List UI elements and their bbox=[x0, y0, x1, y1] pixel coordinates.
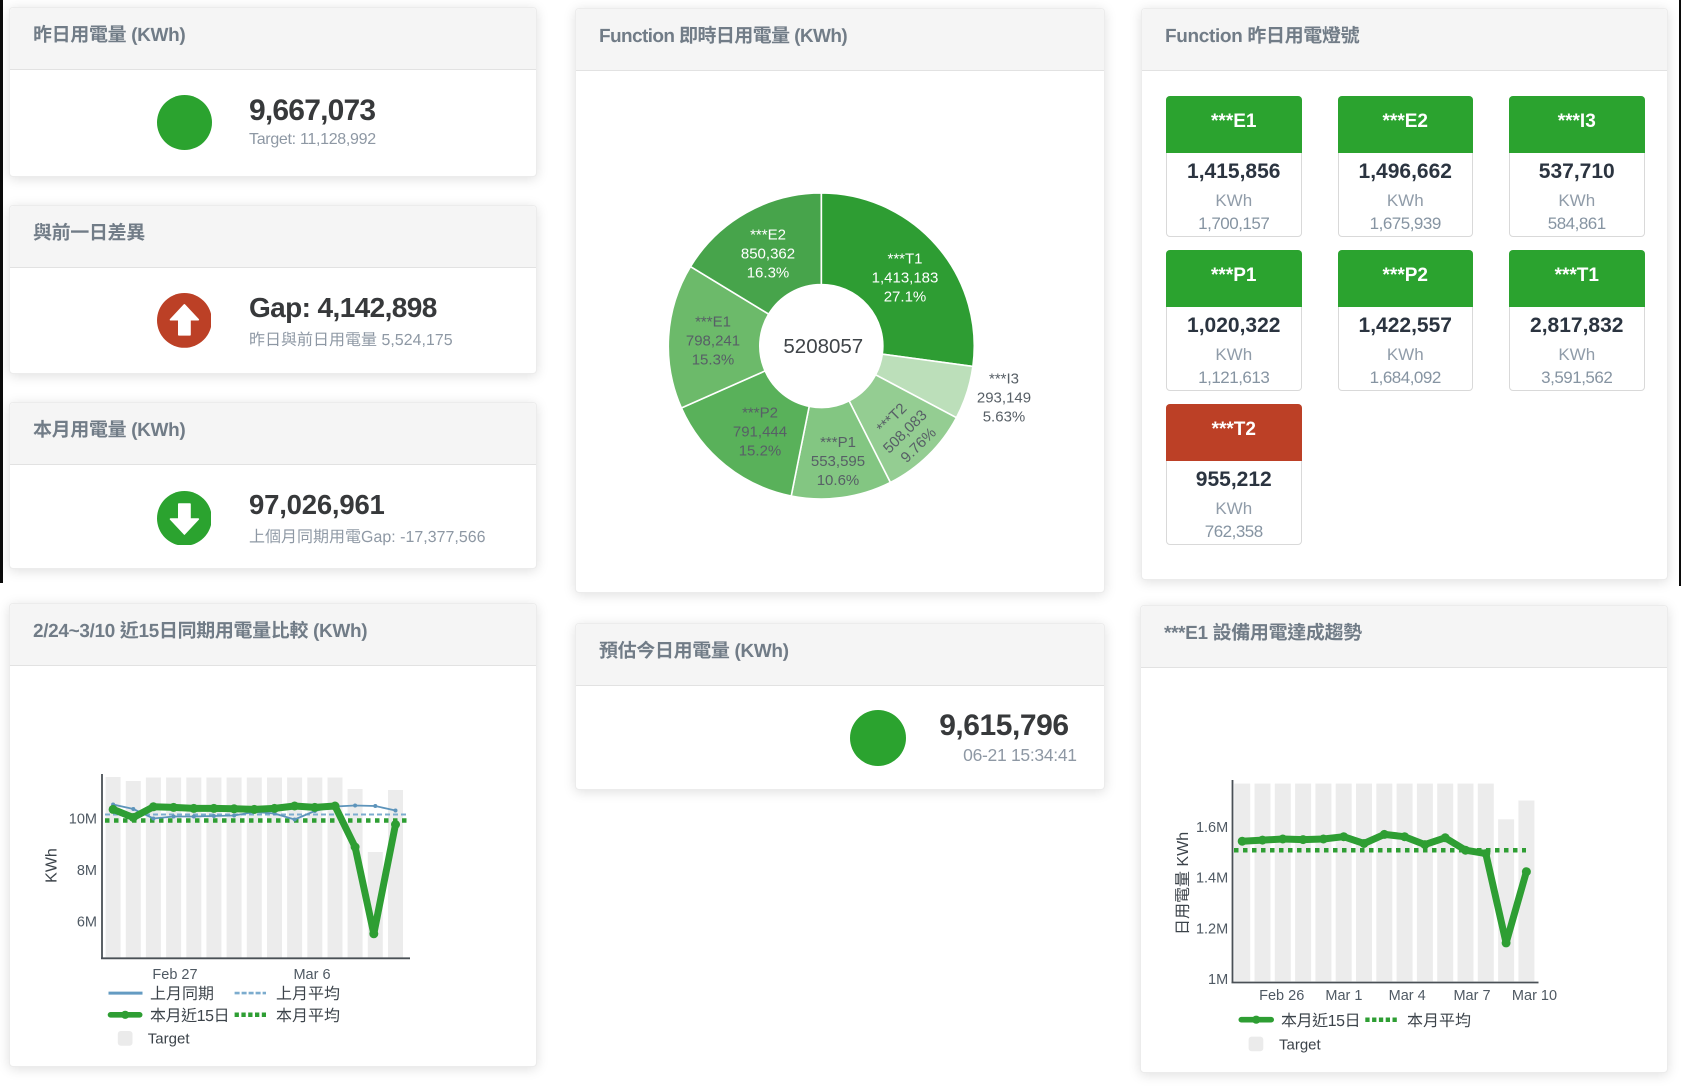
svg-text:Target: Target bbox=[148, 1030, 191, 1047]
svg-text:***P2: ***P2 bbox=[742, 405, 778, 422]
svg-text:Mar 4: Mar 4 bbox=[1389, 988, 1426, 1004]
svg-text:***E2: ***E2 bbox=[750, 227, 786, 244]
svg-text:798,241: 798,241 bbox=[686, 333, 740, 350]
svg-text:791,444: 791,444 bbox=[733, 424, 787, 441]
svg-text:Mar 10: Mar 10 bbox=[1512, 988, 1557, 1004]
svg-text:Target: Target bbox=[1279, 1036, 1322, 1053]
svg-text:Mar 1: Mar 1 bbox=[1325, 988, 1362, 1004]
svg-text:5.63%: 5.63% bbox=[983, 409, 1026, 426]
svg-text:KWh: KWh bbox=[43, 848, 60, 883]
svg-text:***E1: ***E1 bbox=[695, 314, 731, 331]
svg-text:850,362: 850,362 bbox=[741, 246, 795, 263]
svg-text:6M: 6M bbox=[77, 915, 97, 931]
svg-text:***T1: ***T1 bbox=[887, 251, 922, 268]
svg-text:10M: 10M bbox=[69, 811, 97, 827]
svg-text:***P1: ***P1 bbox=[820, 434, 856, 451]
svg-text:Feb 26: Feb 26 bbox=[1259, 988, 1304, 1004]
svg-text:1.4M: 1.4M bbox=[1196, 871, 1228, 887]
svg-text:1,413,183: 1,413,183 bbox=[872, 270, 939, 287]
svg-text:8M: 8M bbox=[77, 863, 97, 879]
svg-text:10.6%: 10.6% bbox=[817, 472, 860, 489]
svg-text:553,595: 553,595 bbox=[811, 453, 865, 470]
svg-text:***I3: ***I3 bbox=[989, 371, 1019, 388]
svg-text:293,149: 293,149 bbox=[977, 390, 1031, 407]
svg-text:15.2%: 15.2% bbox=[739, 443, 782, 460]
svg-text:16.3%: 16.3% bbox=[747, 265, 790, 282]
svg-text:Feb 27: Feb 27 bbox=[152, 967, 197, 983]
svg-text:5208057: 5208057 bbox=[783, 335, 863, 358]
svg-text:27.1%: 27.1% bbox=[884, 289, 927, 306]
svg-text:15.3%: 15.3% bbox=[692, 352, 735, 369]
svg-text:Mar 7: Mar 7 bbox=[1453, 988, 1490, 1004]
svg-text:1.2M: 1.2M bbox=[1196, 922, 1228, 938]
svg-text:Mar 6: Mar 6 bbox=[293, 967, 330, 983]
svg-text:1.6M: 1.6M bbox=[1196, 820, 1228, 836]
svg-text:1M: 1M bbox=[1208, 972, 1228, 988]
